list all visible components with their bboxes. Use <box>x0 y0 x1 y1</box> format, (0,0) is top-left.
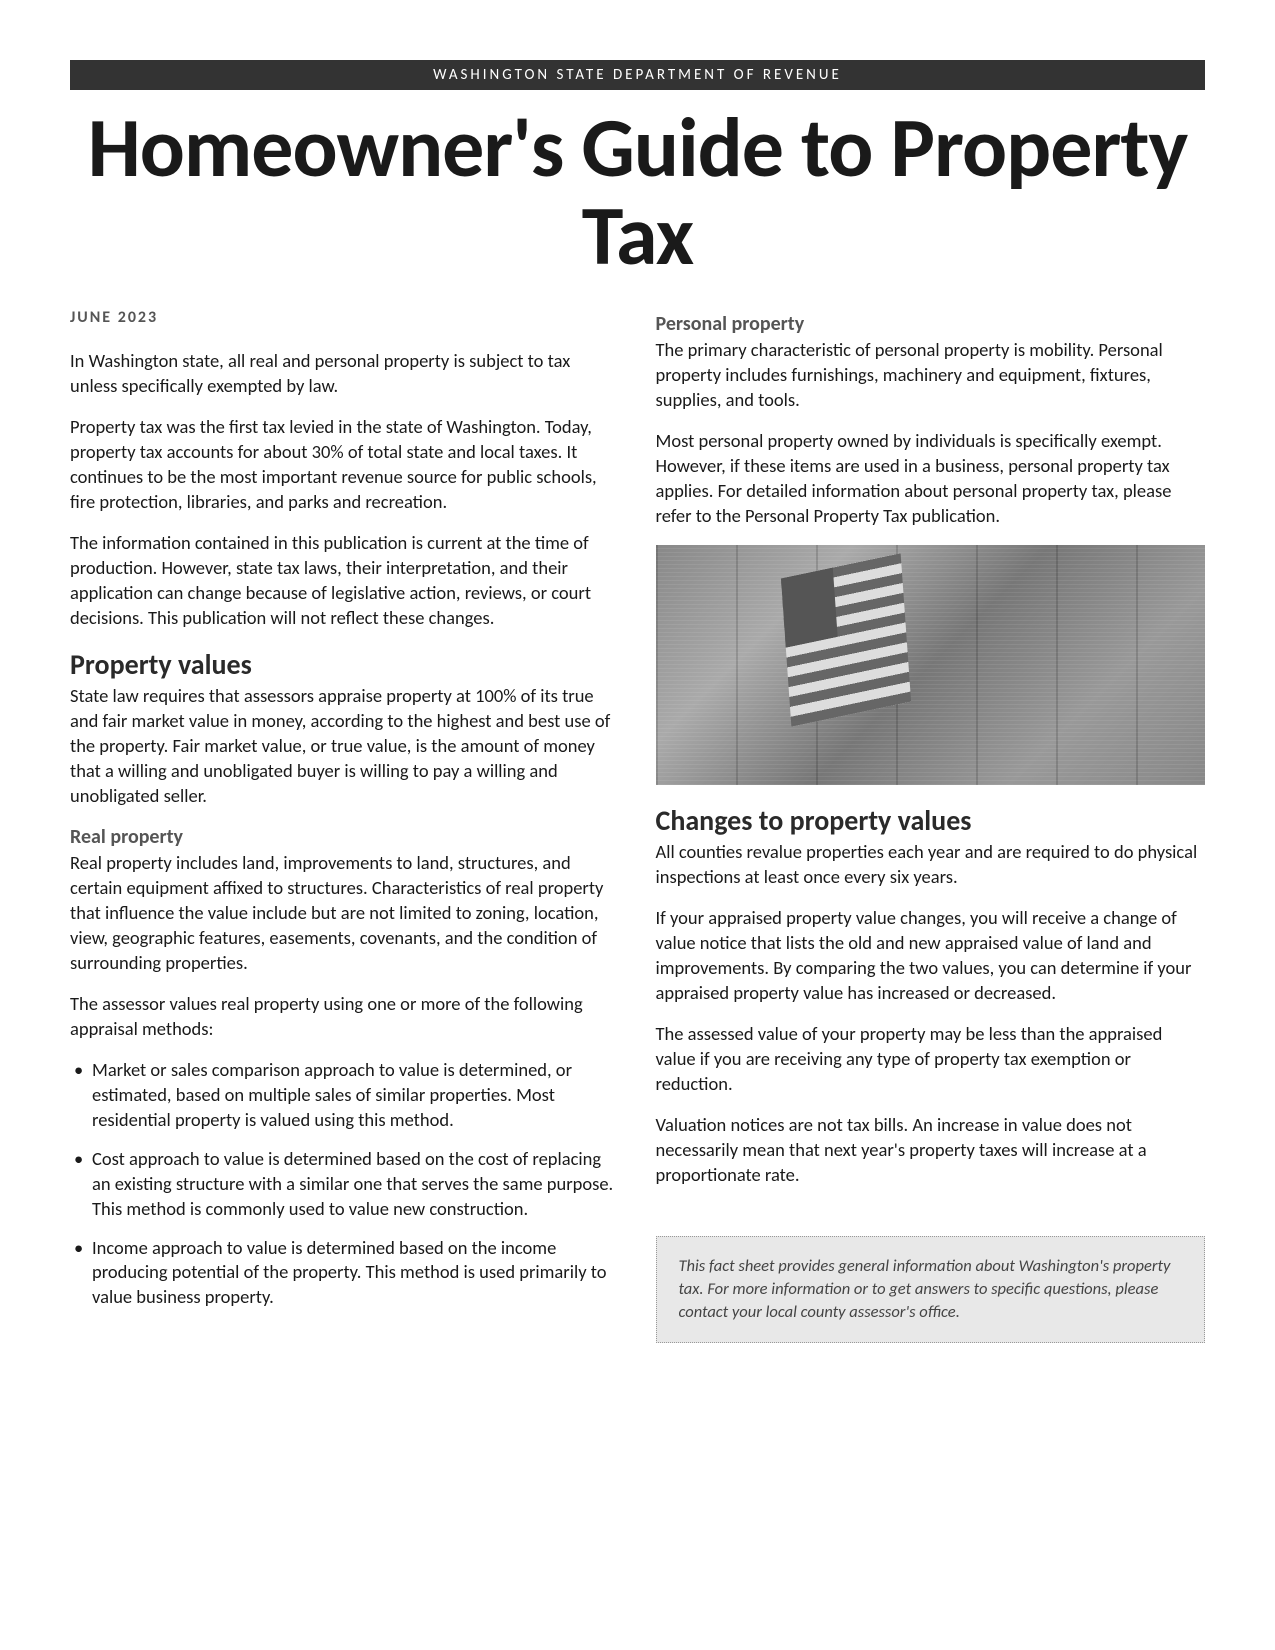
changes-para-4: Valuation notices are not tax bills. An … <box>656 1113 1206 1188</box>
callout-box: This fact sheet provides general informa… <box>656 1236 1206 1343</box>
left-column: JUNE 2023 In Washington state, all real … <box>70 308 620 1343</box>
heading-property-values: Property values <box>70 647 620 682</box>
content-columns: JUNE 2023 In Washington state, all real … <box>70 308 1205 1343</box>
header-bar: WASHINGTON STATE DEPARTMENT OF REVENUE <box>70 60 1205 90</box>
list-item: Cost approach to value is determined bas… <box>92 1147 620 1222</box>
real-property-para-2: The assessor values real property using … <box>70 992 620 1042</box>
list-item: Income approach to value is determined b… <box>92 1236 620 1311</box>
intro-para-1: In Washington state, all real and person… <box>70 349 620 399</box>
list-item: Market or sales comparison approach to v… <box>92 1058 620 1133</box>
heading-personal-property: Personal property <box>656 312 1206 336</box>
changes-para-2: If your appraised property value changes… <box>656 906 1206 1006</box>
heading-changes: Changes to property values <box>656 803 1206 838</box>
right-column: Personal property The primary characteri… <box>656 308 1206 1343</box>
heading-real-property: Real property <box>70 825 620 849</box>
page-title: Homeowner's Guide to Property Tax <box>70 104 1205 280</box>
house-photo <box>656 545 1206 785</box>
intro-para-2: Property tax was the first tax levied in… <box>70 415 620 515</box>
personal-property-para-2: Most personal property owned by individu… <box>656 429 1206 529</box>
date-label: JUNE 2023 <box>70 308 620 327</box>
property-values-para: State law requires that assessors apprai… <box>70 684 620 809</box>
appraisal-methods-list: Market or sales comparison approach to v… <box>70 1058 620 1311</box>
personal-property-para-1: The primary characteristic of personal p… <box>656 338 1206 413</box>
changes-para-1: All counties revalue properties each yea… <box>656 840 1206 890</box>
intro-para-3: The information contained in this public… <box>70 531 620 631</box>
changes-para-3: The assessed value of your property may … <box>656 1022 1206 1097</box>
real-property-para-1: Real property includes land, improvement… <box>70 851 620 976</box>
flag-icon <box>780 553 910 726</box>
